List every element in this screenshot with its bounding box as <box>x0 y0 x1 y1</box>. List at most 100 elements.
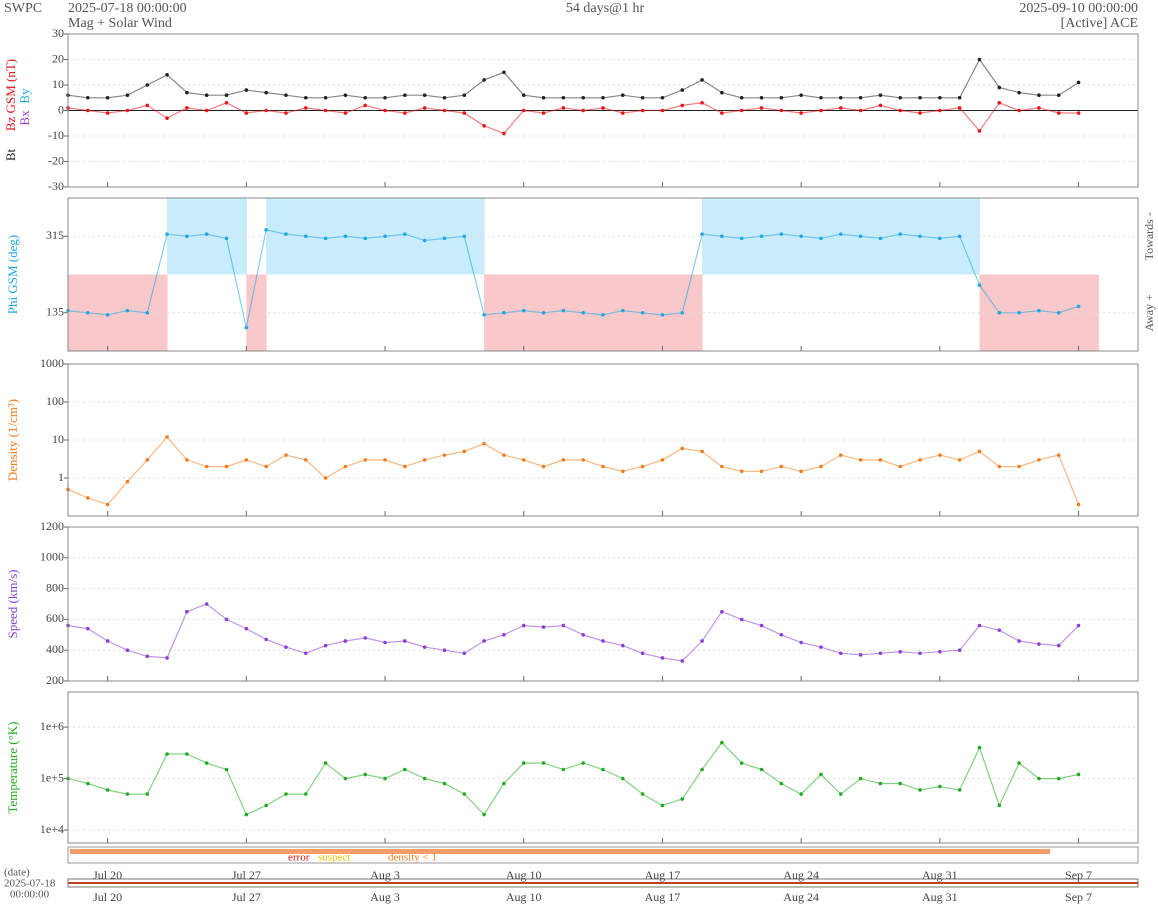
y-tick-label: 200 <box>46 673 64 687</box>
series-point <box>858 108 863 113</box>
series-point <box>720 740 724 745</box>
series-point <box>1076 502 1081 507</box>
x-tick-label: Aug 17 <box>645 868 681 882</box>
y-tick-label: -30 <box>48 179 64 193</box>
y-tick-label: 1000 <box>40 550 64 564</box>
series-point <box>264 90 268 95</box>
series-point <box>303 458 308 462</box>
series-point <box>581 761 585 765</box>
series-point <box>323 236 328 241</box>
series-point <box>363 458 368 462</box>
series-point <box>759 623 764 628</box>
series-point <box>185 90 189 95</box>
series-point <box>462 93 467 97</box>
series-point <box>720 609 724 614</box>
series-point <box>997 628 1002 632</box>
series-point <box>680 88 685 92</box>
series-line <box>67 229 1079 328</box>
series-point <box>938 649 942 654</box>
series-point <box>858 234 863 239</box>
y-tick-label: 30 <box>52 26 64 40</box>
series-point <box>383 458 387 462</box>
series-point <box>462 651 467 656</box>
series-point <box>878 651 883 656</box>
series-point <box>779 108 784 113</box>
series-point <box>521 93 526 97</box>
series-point <box>125 479 130 484</box>
flag-band <box>70 849 1050 854</box>
series-point <box>521 308 526 313</box>
series-point <box>422 645 427 649</box>
flag-suspect: suspect <box>318 852 350 864</box>
series-point <box>165 116 169 120</box>
series-point <box>918 651 922 656</box>
series-point <box>898 95 903 100</box>
series-point <box>997 85 1002 90</box>
series-point <box>86 781 90 786</box>
series-point <box>244 111 249 115</box>
series-point <box>561 95 566 100</box>
series-point <box>224 101 229 105</box>
series-point <box>462 792 467 796</box>
series-point <box>204 232 209 236</box>
series-point <box>145 83 150 87</box>
series-point <box>1076 623 1081 628</box>
series-point <box>403 464 407 469</box>
series-point <box>640 95 645 100</box>
series-point <box>660 95 665 100</box>
series-point <box>541 310 546 315</box>
series-point <box>739 236 744 241</box>
away-band <box>127 274 148 351</box>
series-point <box>1076 304 1081 309</box>
series-point <box>739 95 744 100</box>
series-point <box>224 767 229 772</box>
series-point <box>105 788 110 792</box>
series-point <box>878 93 883 97</box>
series-point <box>997 101 1002 105</box>
series-point <box>284 111 288 115</box>
series-point <box>244 458 249 462</box>
series-point <box>660 313 665 317</box>
series-point <box>601 106 605 110</box>
series-point <box>125 308 130 313</box>
y-tick-label: 1e+5 <box>40 770 64 784</box>
x-tick-label: Jul 27 <box>232 890 261 904</box>
y-axis-label: Density (1/cm³) <box>5 399 20 481</box>
series-point <box>343 234 348 239</box>
series-point <box>502 781 506 786</box>
series-point <box>1076 111 1081 115</box>
series-point <box>145 103 150 108</box>
series-point <box>799 469 803 474</box>
towards-band <box>285 198 307 275</box>
series-point <box>125 648 130 652</box>
series-point <box>264 637 268 642</box>
series-point <box>977 745 982 750</box>
series-point <box>521 108 526 113</box>
series-point <box>185 234 189 239</box>
series-point <box>125 792 130 796</box>
series-point <box>997 464 1002 469</box>
y-axis-label: Speed (km/s) <box>5 570 20 639</box>
series-point <box>105 95 110 100</box>
series-point <box>581 108 585 113</box>
series-point <box>1017 761 1021 765</box>
series-point <box>938 236 942 241</box>
series-point <box>323 476 328 480</box>
series-point <box>1037 642 1041 646</box>
series-point <box>680 446 685 451</box>
x-tick-label: Aug 17 <box>645 890 681 904</box>
series-point <box>1017 639 1021 643</box>
series-point <box>521 458 526 462</box>
series-point <box>145 792 150 796</box>
series-point <box>323 643 328 648</box>
series-point <box>621 776 625 781</box>
series-point <box>244 88 249 92</box>
series-point <box>898 649 903 654</box>
series-point <box>561 623 566 628</box>
series-point <box>502 131 506 136</box>
series-point <box>224 236 229 241</box>
end-time: 2025-09-10 00:00:00 <box>1019 1 1138 16</box>
series-point <box>244 626 249 631</box>
start-time: 2025-07-18 00:00:00 <box>68 1 187 16</box>
series-point <box>819 95 823 100</box>
